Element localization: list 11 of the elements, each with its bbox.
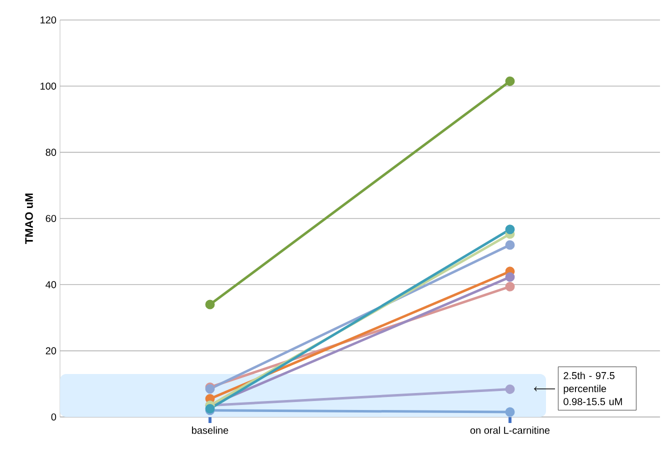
y-tick-label: 100 [40, 82, 56, 90]
y-tick-label: 60 [46, 214, 56, 222]
y-tick-label: 0 [51, 413, 56, 421]
y-axis-title: TMAO uM [25, 194, 33, 244]
y-tick-label: 40 [46, 281, 56, 288]
y-tick-label: 120 [40, 16, 56, 24]
y-tick-label: 80 [46, 148, 56, 156]
y-tick-label: 20 [46, 347, 56, 354]
band-label: 2.5th - 97.5 percentile 0.98-15.5 uM [564, 372, 622, 406]
x-tick-label: on oral L-carnitine [470, 426, 550, 434]
x-tick-label: baseline [192, 426, 228, 434]
